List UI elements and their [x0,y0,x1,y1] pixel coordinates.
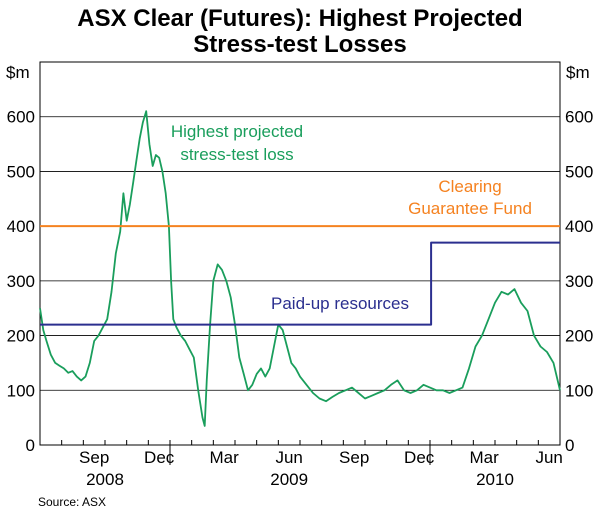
y-tick-label-left: 300 [7,272,35,291]
y-tick-label-right: 0 [565,436,574,455]
series-lines [39,110,561,427]
chart-title-line1: ASX Clear (Futures): Highest Projected [77,5,522,32]
y-tick-label-right: 600 [565,108,593,127]
annotation-stress-loss-line1: Highest projected [171,122,303,141]
y-tick-label-right: 300 [565,272,593,291]
x-month-label: Dec [144,448,175,467]
x-year-labels: 2008 2009 2010 [86,470,514,489]
x-month-label: Jun [535,448,562,467]
y-unit-right: $m [566,63,590,82]
x-month-label: Mar [470,448,500,467]
y-ticks-right: 0 100 200 300 400 500 600 [565,108,593,455]
y-tick-label-right: 500 [565,162,593,181]
x-year-label: 2010 [476,470,514,489]
y-tick-label-left: 100 [7,381,35,400]
annotation-guarantee-fund-line1: Clearing [438,177,501,196]
x-month-labels: Sep Dec Mar Jun Sep Dec Mar Jun [79,448,563,467]
x-month-label: Sep [79,448,109,467]
annotation-guarantee-fund-line2: Guarantee Fund [408,199,532,218]
x-year-label: 2008 [86,470,124,489]
plot-area-frame [39,61,561,446]
y-tick-label-left: 200 [7,327,35,346]
series-line-paid-up-resources [40,241,560,326]
y-tick-label-right: 200 [565,327,593,346]
y-unit-left: $m [6,63,30,82]
annotation-paid-up-resources: Paid-up resources [271,294,409,313]
x-month-label: Dec [404,448,435,467]
x-month-label: Sep [339,448,369,467]
y-tick-label-left: 500 [7,162,35,181]
x-month-label: Jun [275,448,302,467]
y-tick-label-left: 400 [7,217,35,236]
grid [40,116,560,391]
x-year-label: 2009 [270,470,308,489]
y-tick-label-right: 100 [565,381,593,400]
series-line-stress-test-loss [39,110,561,427]
y-ticks-left: 0 100 200 300 400 500 600 [7,108,35,455]
y-tick-label-left: 0 [26,436,35,455]
annotation-stress-loss-line2: stress-test loss [180,145,293,164]
x-axis-ticks [61,440,539,465]
source-note: Source: ASX [38,495,106,509]
y-tick-label-right: 400 [565,217,593,236]
x-month-label: Mar [210,448,240,467]
y-tick-label-left: 600 [7,108,35,127]
chart-title-line2: Stress-test Losses [193,31,406,58]
